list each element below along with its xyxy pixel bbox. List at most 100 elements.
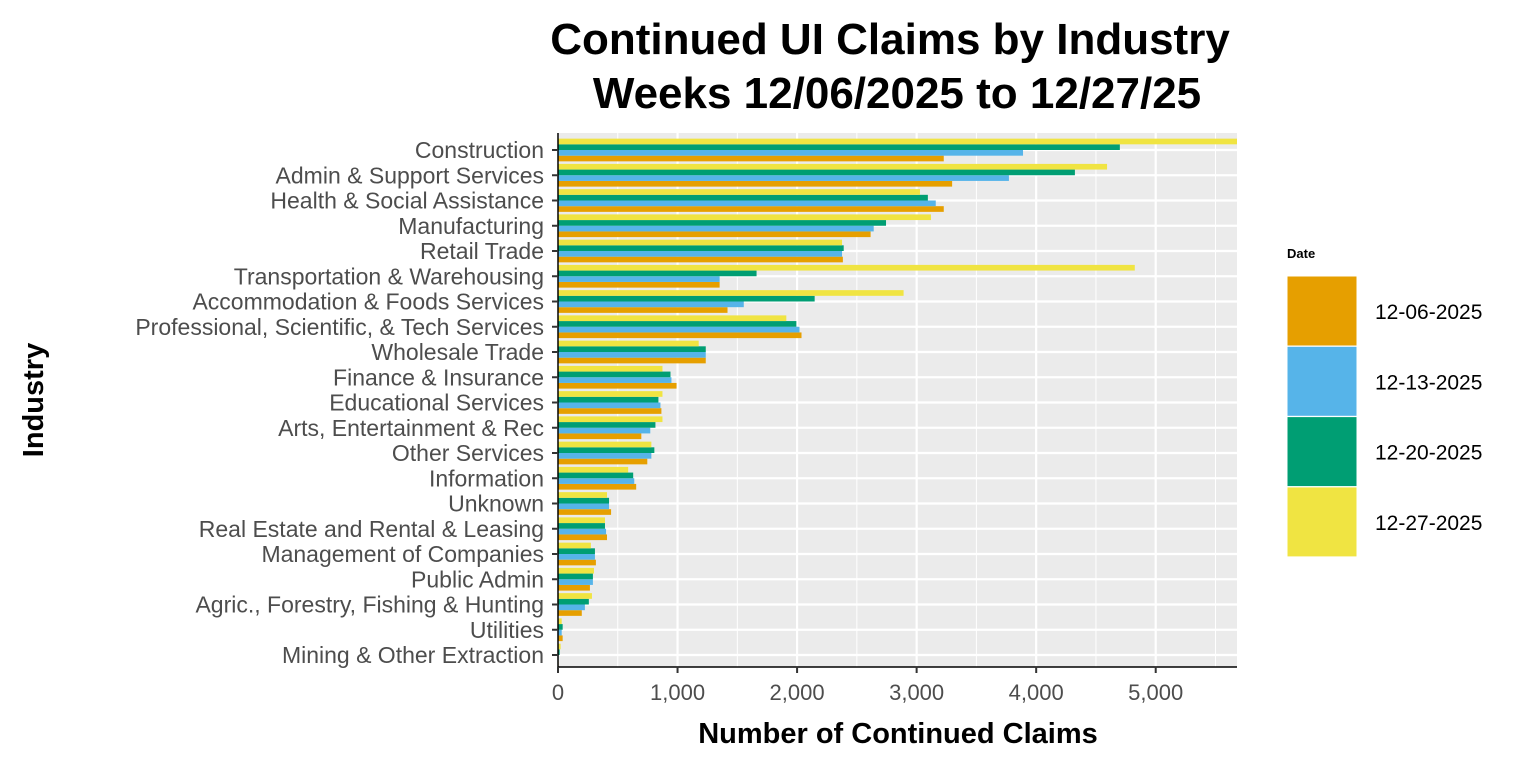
y-tick-label: Admin & Support Services (276, 162, 544, 188)
bar-12-06-2025 (558, 206, 944, 212)
bar-12-13-2025 (558, 352, 706, 358)
bar-12-06-2025 (558, 534, 608, 541)
bar-12-27-2025 (558, 340, 699, 347)
bar-12-13-2025 (558, 150, 1024, 156)
bar-12-20-2025 (558, 598, 589, 605)
bar-12-27-2025 (558, 441, 652, 448)
bar-12-13-2025 (558, 629, 562, 636)
y-tick-label: Mining & Other Extraction (282, 642, 544, 668)
chart-title-line-1: Continued UI Claims by Industry (550, 15, 1230, 64)
bar-12-13-2025 (558, 604, 585, 611)
y-tick-label: Transportation & Warehousing (234, 263, 544, 289)
legend-label: 12-06-2025 (1375, 301, 1482, 324)
bar-12-13-2025 (558, 200, 936, 207)
y-tick-label: Real Estate and Rental & Leasing (199, 516, 544, 542)
bar-12-20-2025 (558, 548, 595, 554)
bar-12-06-2025 (558, 483, 637, 490)
bar-12-27-2025 (558, 416, 663, 423)
legend-key-12-13-2025 (1286, 345, 1358, 417)
bar-12-06-2025 (558, 635, 563, 642)
bar-12-27-2025 (558, 239, 843, 246)
legend-title: Date (1287, 246, 1315, 261)
x-tick-label: 2,000 (770, 680, 825, 705)
bar-12-27-2025 (558, 466, 629, 473)
bar-12-20-2025 (558, 371, 671, 378)
y-tick-label: Manufacturing (398, 213, 544, 239)
bar-12-27-2025 (558, 391, 663, 397)
bar-12-13-2025 (558, 478, 635, 484)
bar-12-06-2025 (558, 307, 728, 313)
bar-12-20-2025 (558, 649, 560, 655)
legend-key-12-20-2025 (1286, 416, 1358, 488)
bar-12-06-2025 (558, 408, 662, 414)
bar-12-06-2025 (558, 256, 843, 263)
bar-12-13-2025 (558, 377, 672, 383)
y-tick-label: Accommodation & Foods Services (192, 289, 544, 315)
bar-12-20-2025 (558, 523, 605, 529)
bar-12-20-2025 (558, 396, 659, 403)
bar-12-20-2025 (558, 497, 610, 504)
bar-12-20-2025 (558, 624, 563, 630)
bar-12-13-2025 (558, 554, 595, 560)
legend-label: 12-20-2025 (1375, 442, 1482, 465)
bar-12-27-2025 (558, 567, 594, 574)
bar-12-06-2025 (558, 458, 648, 465)
bar-12-27-2025 (558, 618, 562, 625)
bar-12-27-2025 (558, 214, 931, 221)
y-tick-label: Unknown (448, 491, 544, 517)
bar-12-13-2025 (558, 528, 607, 535)
bar-12-20-2025 (558, 194, 928, 201)
bar-12-27-2025 (558, 138, 1237, 145)
x-tick-label: 1,000 (650, 680, 705, 705)
y-tick-label: Retail Trade (420, 238, 544, 264)
bars (558, 138, 1237, 667)
x-tick-label: 3,000 (889, 680, 944, 705)
bar-12-27-2025 (558, 315, 787, 322)
bar-12-13-2025 (558, 402, 661, 409)
bar-12-06-2025 (558, 610, 582, 616)
bar-12-20-2025 (558, 573, 593, 580)
x-tick-label: 5,000 (1128, 680, 1183, 705)
y-tick-label: Arts, Entertainment & Rec (278, 415, 544, 441)
bar-12-27-2025 (558, 264, 1135, 271)
y-tick-label: Professional, Scientific, & Tech Service… (135, 314, 544, 340)
bar-12-27-2025 (558, 189, 920, 195)
chart-title-line-2: Weeks 12/06/2025 to 12/27/25 (593, 69, 1201, 118)
bar-12-20-2025 (558, 270, 757, 277)
bar-12-20-2025 (558, 447, 655, 453)
y-tick-label: Management of Companies (261, 541, 544, 567)
legend-label: 12-27-2025 (1375, 512, 1482, 535)
y-tick-label: Utilities (470, 617, 544, 643)
legend-label: 12-13-2025 (1375, 371, 1482, 394)
bar-12-13-2025 (558, 453, 652, 459)
bar-12-13-2025 (558, 301, 744, 308)
bar-12-06-2025 (558, 584, 590, 591)
legend: 12-06-2025 12-13-2025 12-20-2025 12-27-2025 (1286, 275, 1482, 558)
x-tick-label: 4,000 (1009, 680, 1064, 705)
bar-12-06-2025 (558, 332, 802, 339)
bar-12-06-2025 (558, 509, 612, 515)
bar-12-13-2025 (558, 225, 874, 232)
legend-key-12-27-2025 (1286, 486, 1358, 558)
bar-12-27-2025 (558, 163, 1108, 170)
x-axis-label: Number of Continued Claims (698, 718, 1098, 750)
bar-12-06-2025 (558, 281, 720, 288)
bar-12-27-2025 (558, 643, 561, 650)
bar-12-20-2025 (558, 346, 706, 352)
y-tick-label: Construction (415, 137, 544, 163)
bar-12-20-2025 (558, 220, 887, 226)
bar-12-27-2025 (558, 492, 608, 498)
bar-12-06-2025 (558, 231, 871, 238)
bar-12-20-2025 (558, 295, 815, 302)
bar-12-13-2025 (558, 276, 720, 282)
bar-12-06-2025 (558, 357, 706, 364)
bar-12-27-2025 (558, 290, 904, 296)
y-axis-label: Industry (18, 343, 50, 457)
legend-key-12-06-2025 (1286, 275, 1358, 347)
y-tick-label: Public Admin (411, 566, 544, 592)
bar-12-06-2025 (558, 180, 953, 187)
y-tick-label: Educational Services (329, 390, 544, 416)
plot-panel (558, 133, 1237, 667)
